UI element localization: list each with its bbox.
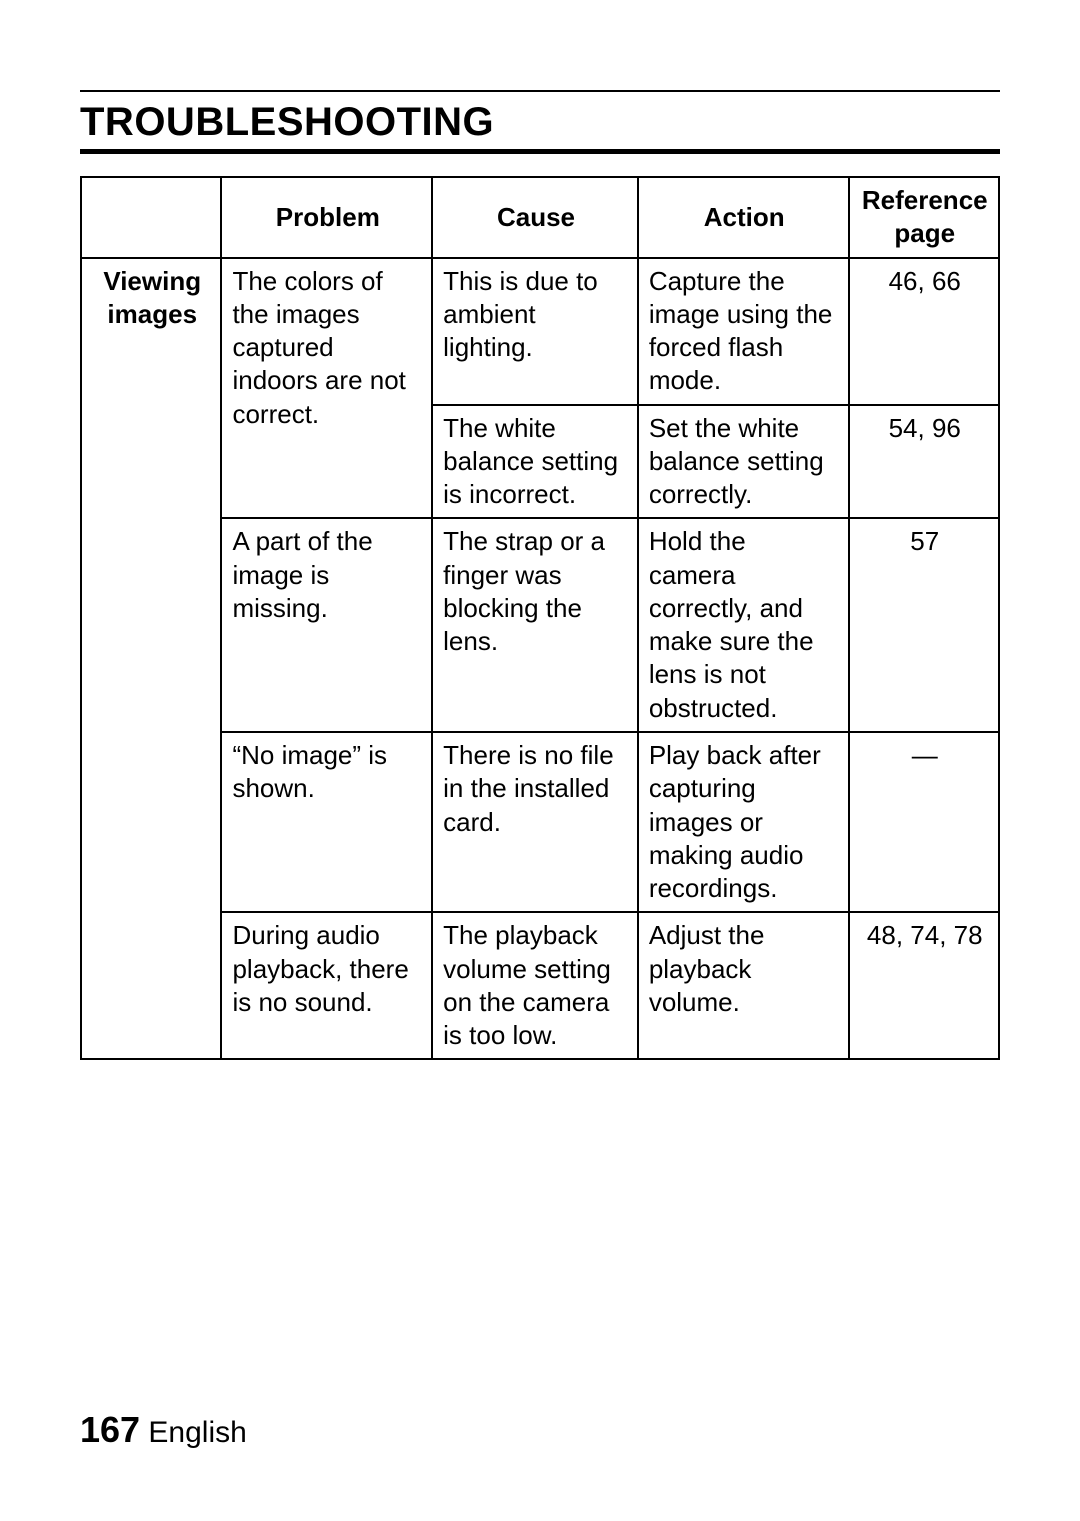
cause-cell: The strap or a finger was blocking the l… (432, 518, 638, 732)
troubleshooting-table: Problem Cause Action Reference page View… (80, 176, 1000, 1060)
reference-cell: 48, 74, 78 (849, 912, 1000, 1059)
col-header-problem: Problem (221, 177, 432, 258)
cause-cell: The white balance setting is incorrect. (432, 405, 638, 519)
col-header-cause: Cause (432, 177, 638, 258)
cause-cell: There is no file in the installed card. (432, 732, 638, 912)
col-header-action: Action (638, 177, 849, 258)
problem-cell: During audio playback, there is no sound… (221, 912, 432, 1059)
action-cell: Adjust the playback volume. (638, 912, 849, 1059)
action-cell: Capture the image using the forced flash… (638, 258, 849, 405)
table-header-row: Problem Cause Action Reference page (81, 177, 999, 258)
col-header-category (81, 177, 221, 258)
action-cell: Set the white balance setting correctly. (638, 405, 849, 519)
action-cell: Play back after capturing images or maki… (638, 732, 849, 912)
cause-cell: This is due to ambient lighting. (432, 258, 638, 405)
manual-page: TROUBLESHOOTING Problem Cause Action Ref… (0, 0, 1080, 1521)
reference-cell: 46, 66 (849, 258, 1000, 405)
page-number: 167 (80, 1409, 140, 1450)
reference-cell: — (849, 732, 1000, 912)
col-header-reference: Reference page (849, 177, 1000, 258)
problem-cell: A part of the image is missing. (221, 518, 432, 732)
reference-cell: 54, 96 (849, 405, 1000, 519)
cause-cell: The playback volume setting on the camer… (432, 912, 638, 1059)
category-cell: Viewing images (81, 258, 221, 1060)
reference-cell: 57 (849, 518, 1000, 732)
title-rule-bottom (80, 149, 1000, 154)
problem-cell: The colors of the images captured indoor… (221, 258, 432, 519)
problem-cell: “No image” is shown. (221, 732, 432, 912)
action-cell: Hold the camera correctly, and make sure… (638, 518, 849, 732)
page-footer: 167 English (80, 1409, 247, 1451)
page-language: English (148, 1416, 246, 1449)
page-title: TROUBLESHOOTING (80, 100, 1000, 145)
table-row: Viewing images The colors of the images … (81, 258, 999, 405)
title-rule-top (80, 90, 1000, 92)
